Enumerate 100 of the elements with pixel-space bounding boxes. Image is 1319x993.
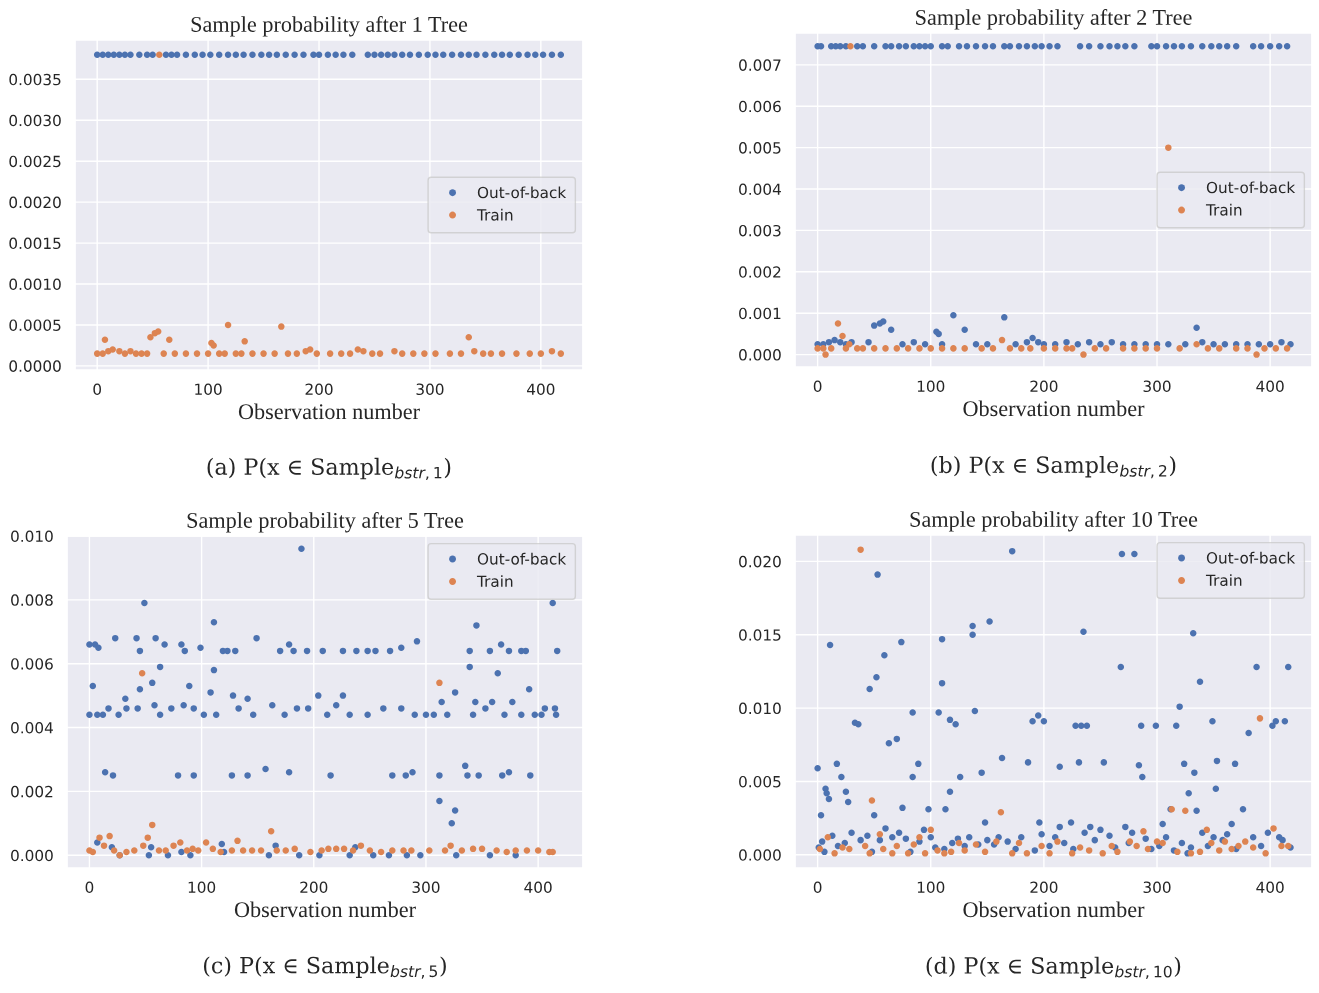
y-tick-label: 0.015 [739,629,781,641]
y-tick-label: 0.003 [739,224,781,237]
point [834,320,842,327]
y-tick-label: 0.010 [739,702,781,715]
point [1102,345,1110,352]
point [131,847,138,854]
point [89,848,97,856]
point [234,837,241,845]
point [1176,345,1183,352]
legend-label: Train [1205,203,1242,216]
legend-label: Out-of-back [477,186,567,199]
y-tick-label: 0.0035 [9,73,61,86]
point [217,848,224,856]
point [1018,345,1025,352]
text: (a) P(x ∈ Sample$_{bstr,1}$) [207,457,451,481]
y-tick-label: 0.0020 [9,196,61,209]
y-tick-label: 0.020 [739,555,781,568]
point [426,847,433,854]
point [1261,345,1268,352]
point [493,847,500,854]
x-tick-label: 400 [524,881,552,894]
point [1063,345,1070,352]
y-tick-label: 0.0000 [9,360,61,372]
point [194,847,202,854]
y-tick-label: 0.005 [739,775,781,788]
point [189,845,196,853]
y-tick-label: 0.0030 [9,114,61,127]
point [106,832,113,840]
x-tick-label: 0 [813,881,822,894]
y-tick-label: 0.002 [739,266,781,278]
point [503,848,510,856]
y-tick-label: 0.008 [11,594,53,606]
point [340,845,348,853]
point [291,845,298,853]
point [978,345,985,352]
legend-label: Train [476,575,513,588]
point [1119,345,1127,352]
y-tick-label: 0.010 [11,530,53,543]
y-tick-label: 0.000 [11,849,53,862]
chart-title: Sample probability after 10 Tree [910,511,1198,532]
point [144,834,152,841]
text: (d) P(x ∈ Sample$_{bstr,10}$) [926,956,1181,980]
point [534,847,542,854]
point [1244,345,1251,352]
point [366,847,374,854]
point [239,847,247,854]
point [904,345,912,352]
point [822,351,829,358]
point [989,345,997,352]
point [267,828,275,835]
y-tick-label: 0.002 [11,785,53,798]
point [1232,345,1240,352]
point [408,847,415,854]
point [307,848,314,856]
point [827,345,835,352]
point [228,847,236,854]
y-tick-label: 0.0010 [9,278,61,291]
x-tick-label: 400 [527,383,555,396]
point [400,847,407,854]
x-tick-label: 300 [1143,881,1171,894]
point [893,345,901,352]
point [248,847,256,854]
point [842,345,850,352]
y-tick-label: 0.004 [11,722,53,734]
point [1131,345,1138,352]
point [318,847,325,854]
point [209,845,217,853]
legend-label: Out-of-back [477,552,567,565]
point [138,670,146,677]
point [950,345,957,352]
point [469,845,477,853]
x-axis-title: Observation number [238,403,420,420]
point [1068,345,1076,352]
y-tick-label: 0.0025 [9,155,61,168]
chart-title: Sample probability after 1 Tree [191,16,468,37]
x-tick-label: 100 [188,881,216,894]
x-tick-label: 300 [416,383,444,396]
point [820,345,827,352]
x-axis-title: Observation number [963,901,1145,918]
y-tick-label: 0.006 [11,658,53,670]
y-tick-label: 0.001 [739,307,781,320]
legend-label: Train [476,208,513,221]
point [357,842,365,849]
point [1193,340,1200,348]
point [1142,345,1149,352]
point [155,847,163,854]
point [325,845,332,853]
legend-label: Out-of-back [1206,551,1296,564]
point [512,847,519,854]
point [882,345,889,352]
point [123,848,130,856]
point [177,839,184,846]
legend-label: Out-of-back [1206,181,1296,194]
point [1006,345,1014,352]
point [447,842,454,849]
x-tick-label: 100 [917,881,945,894]
point [839,332,846,340]
point [916,345,923,352]
y-tick-label: 0.0005 [9,319,61,331]
x-tick-label: 300 [412,881,440,894]
